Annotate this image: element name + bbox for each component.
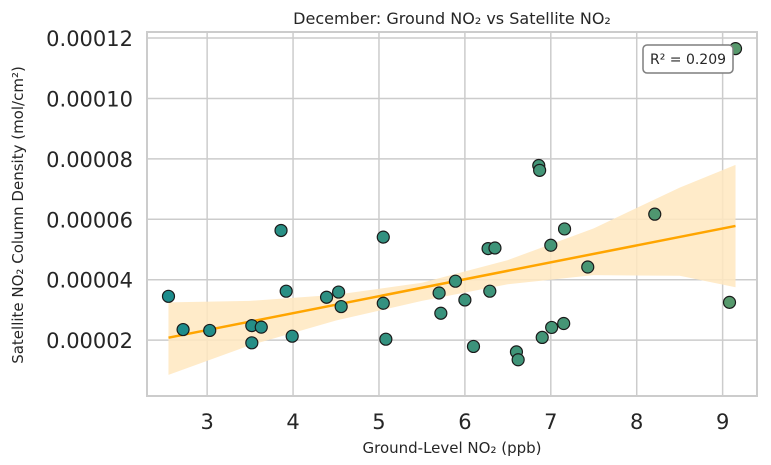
plot-area-frame <box>146 31 758 397</box>
scatter-point <box>448 274 463 288</box>
scatter-point <box>285 329 299 343</box>
scatter-point <box>319 290 334 304</box>
scatter-point <box>581 260 595 274</box>
scatter-point <box>466 339 481 354</box>
scatter-point <box>203 323 217 338</box>
scatter-point <box>254 320 268 334</box>
x-tick-label: 8 <box>630 410 643 434</box>
scatter-point <box>533 163 547 177</box>
x-axis-label: Ground-Level NO₂ (ppb) <box>362 439 541 457</box>
x-tick-labels: 3 4 5 6 7 8 9 <box>200 410 729 434</box>
scatter-point <box>545 320 559 335</box>
scatter-point <box>483 284 497 298</box>
x-tick-label: 6 <box>458 410 471 434</box>
y-tick-labels: 0.00002 0.00004 0.00006 0.00008 0.00010 0.000… <box>46 27 133 353</box>
scatter-point <box>279 284 293 298</box>
scatter-point <box>274 223 288 238</box>
scatter-point <box>557 316 571 331</box>
r-squared-annotation: R² = 0.209 <box>642 44 734 74</box>
x-tick-label: 7 <box>544 410 557 434</box>
scatter-point <box>434 306 448 320</box>
confidence-band <box>168 164 736 375</box>
x-tick-label: 4 <box>286 410 299 434</box>
y-axis-label: Satellite NO₂ Column Density (mol/cm²) <box>9 66 27 364</box>
scatter-point <box>176 322 190 337</box>
scatter-point <box>535 330 549 344</box>
scatter-point <box>648 207 662 221</box>
x-tick-label: 3 <box>200 410 213 434</box>
scatter-point <box>432 286 446 300</box>
scatter-point <box>376 230 390 244</box>
scatter-point <box>557 222 572 236</box>
y-tick-label: 0.00012 <box>46 27 133 51</box>
data-points <box>161 42 743 367</box>
x-tick-label: 9 <box>716 410 729 434</box>
scatter-point <box>511 353 525 367</box>
y-tick-label: 0.00004 <box>46 269 133 293</box>
scatter-point <box>161 289 176 303</box>
scatter-point <box>544 238 558 252</box>
scatter-point <box>245 336 259 350</box>
chart-title: December: Ground NO₂ vs Satellite NO₂ <box>293 9 611 28</box>
y-tick-label: 0.00006 <box>46 208 133 232</box>
scatter-point <box>376 296 390 310</box>
y-tick-label: 0.00002 <box>46 329 133 353</box>
scatter-point <box>379 332 393 346</box>
scatter-point <box>334 299 348 314</box>
y-tick-label: 0.00008 <box>46 148 133 172</box>
scatter-point <box>488 241 502 255</box>
y-tick-label: 0.00010 <box>46 87 133 111</box>
confidence-band-layer <box>168 164 736 375</box>
x-tick-label: 5 <box>372 410 385 434</box>
scatter-point <box>331 285 346 299</box>
r-squared-text: R² = 0.209 <box>650 52 726 68</box>
scatter-point <box>722 295 737 309</box>
scatter-point <box>458 293 472 307</box>
